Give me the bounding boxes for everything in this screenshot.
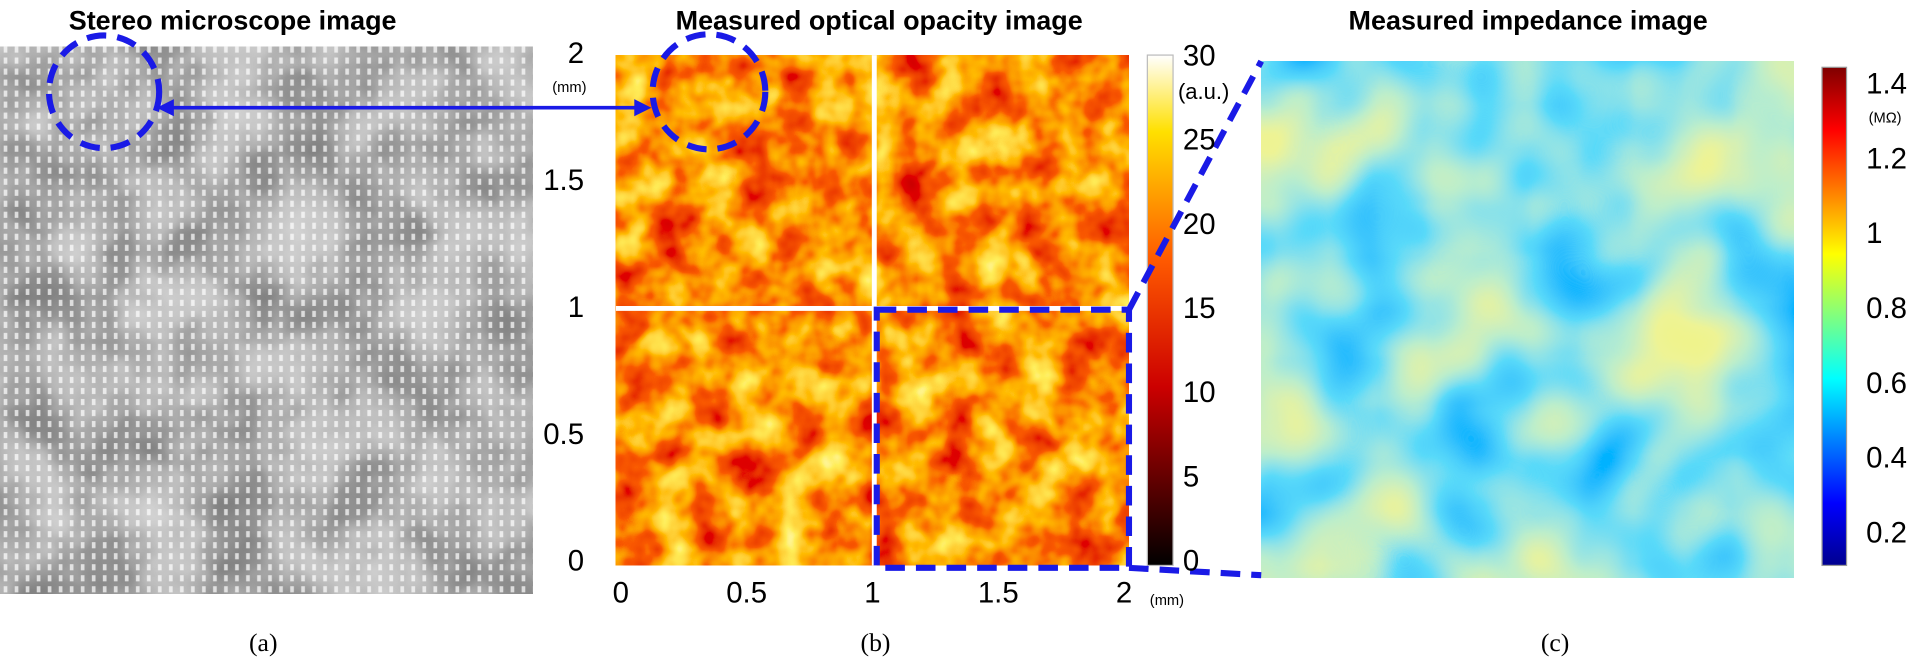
panel-title: Stereo microscope image bbox=[69, 5, 397, 35]
x-tick-label: 0 bbox=[613, 577, 629, 610]
colorbar-tick-label: 0.6 bbox=[1866, 367, 1907, 400]
colorbar-tick-label: 1.4 bbox=[1866, 67, 1907, 100]
colorbar bbox=[1821, 66, 1848, 567]
y-unit: (mm) bbox=[552, 80, 586, 96]
y-tick-label: 1 bbox=[568, 291, 584, 324]
x-tick-label: 1.5 bbox=[978, 577, 1019, 610]
colorbar-tick-label: 0.8 bbox=[1866, 292, 1907, 325]
colorbar-unit: (MΩ) bbox=[1869, 111, 1902, 127]
colorbar-tick-label: 1 bbox=[1866, 217, 1882, 250]
y-tick-label: 0.5 bbox=[543, 418, 584, 451]
highlight-circle bbox=[649, 31, 769, 153]
panel-title: Measured optical opacity image bbox=[676, 5, 1083, 35]
y-tick-label: 2 bbox=[568, 37, 584, 70]
x-tick-label: 2 bbox=[1116, 577, 1132, 610]
x-tick-label: 1 bbox=[864, 577, 880, 610]
arrow-head bbox=[156, 99, 174, 117]
y-tick-label: 0 bbox=[568, 545, 584, 578]
zoom-line bbox=[1126, 59, 1264, 312]
x-unit: (mm) bbox=[1150, 593, 1184, 609]
zoom-line bbox=[1128, 564, 1262, 579]
panel-label: (a) bbox=[249, 628, 278, 657]
zoom-box bbox=[873, 306, 1133, 571]
highlight-circle bbox=[45, 32, 163, 152]
panel-label: (b) bbox=[861, 628, 891, 657]
colorbar-tick-label: 25 bbox=[1183, 124, 1216, 157]
microscope-texture bbox=[0, 46, 533, 594]
colorbar-tick-label: 1.2 bbox=[1866, 142, 1907, 175]
arrow-head bbox=[634, 99, 652, 117]
impedance-image bbox=[1261, 61, 1794, 578]
x-tick-label: 0.5 bbox=[726, 577, 767, 610]
colorbar-tick-label: 0 bbox=[1183, 545, 1199, 578]
panel-label: (c) bbox=[1541, 628, 1570, 657]
colorbar-tick-label: 20 bbox=[1183, 208, 1216, 241]
colorbar bbox=[1146, 54, 1174, 567]
panel-title: Measured impedance image bbox=[1349, 5, 1708, 35]
colorbar-tick-label: 30 bbox=[1183, 39, 1216, 72]
colorbar-tick-label: 15 bbox=[1183, 292, 1216, 325]
y-tick-label: 1.5 bbox=[543, 164, 584, 197]
colorbar-tick-label: 10 bbox=[1183, 376, 1216, 409]
colorbar-tick-label: 0.2 bbox=[1866, 517, 1907, 550]
colorbar-tick-label: 0.4 bbox=[1866, 442, 1907, 475]
colorbar-unit: (a.u.) bbox=[1178, 79, 1229, 104]
colorbar-tick-label: 5 bbox=[1183, 461, 1199, 494]
